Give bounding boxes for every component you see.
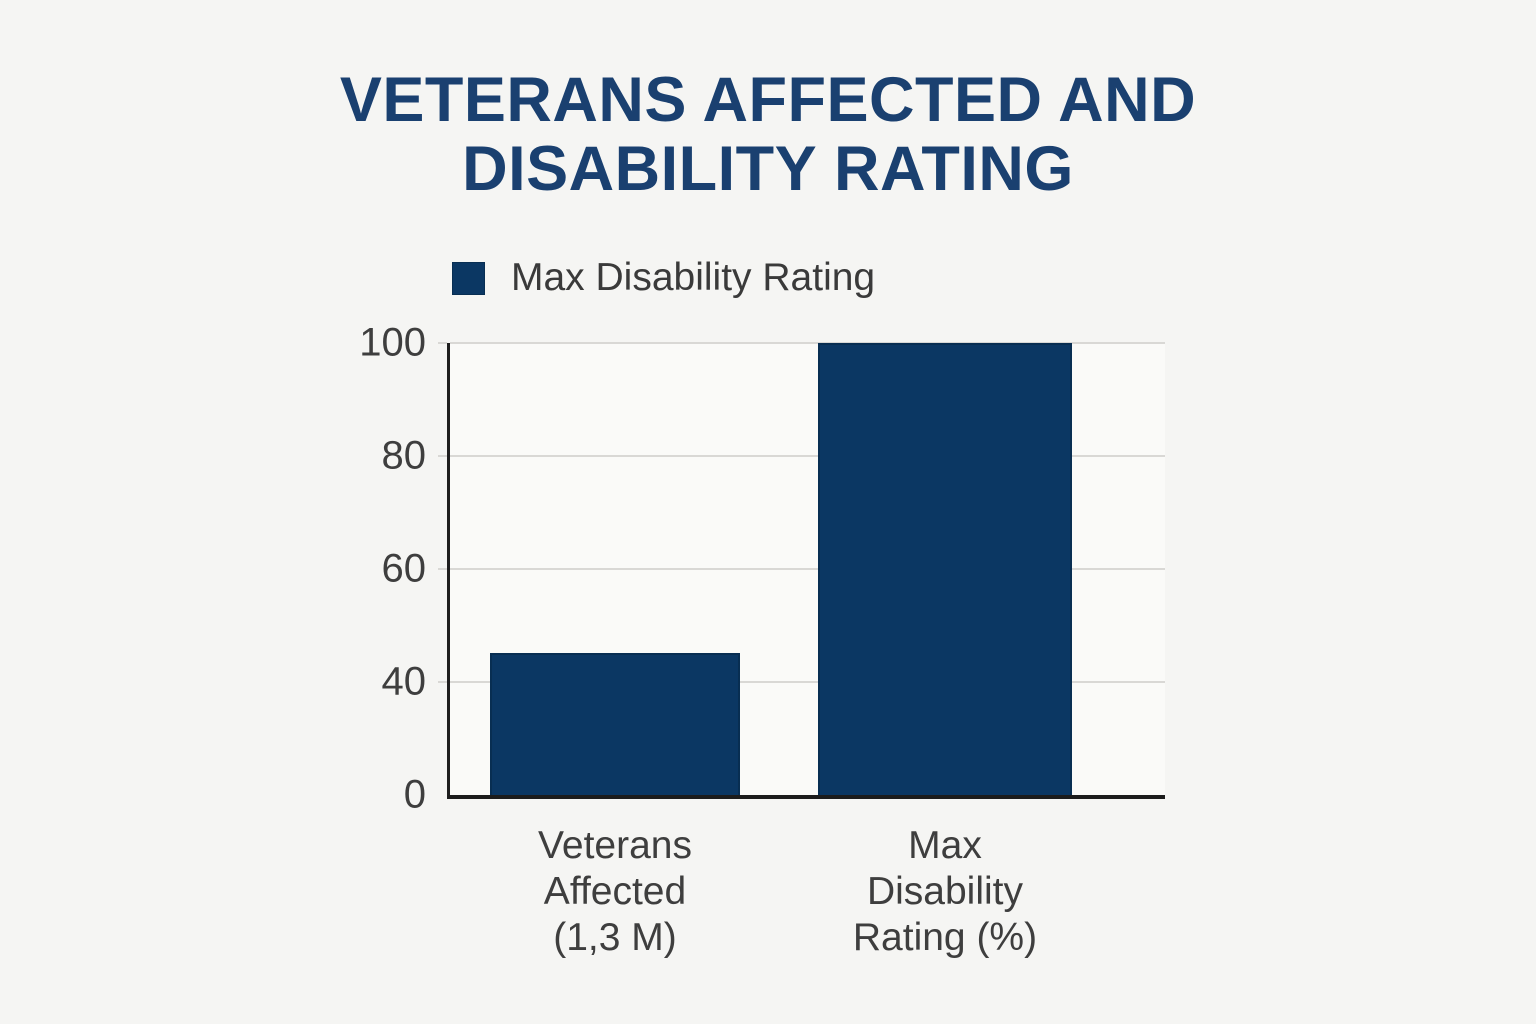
legend-swatch-icon — [452, 261, 485, 295]
y-axis-tick — [438, 681, 447, 683]
legend-label: Max Disability Rating — [511, 256, 876, 299]
y-tick-label: 100 — [359, 320, 426, 365]
gridline — [450, 681, 1165, 683]
gridline — [450, 568, 1165, 570]
plot-area: 100 80 60 40 0 Veterans Affected (1,3 M) Max D… — [359, 321, 1165, 959]
chart-title-line1: VETERANS AFFECTED AND — [339, 65, 1197, 135]
chart-title-line2: DISABILITY RATING — [462, 134, 1074, 205]
bar — [490, 653, 740, 795]
bar — [818, 343, 1072, 795]
y-tick-label: 80 — [381, 433, 427, 478]
y-axis-tick — [438, 455, 447, 457]
y-axis-tick — [438, 342, 447, 344]
gridline — [450, 342, 1165, 344]
gridline — [450, 455, 1165, 457]
y-axis-tick — [438, 568, 447, 570]
legend: Max Disability Rating — [452, 256, 875, 300]
chart-title: VETERANS AFFECTED AND DISABILITY RATING — [0, 65, 1536, 205]
x-category-label: Max Disability Rating (%) — [852, 824, 1038, 959]
y-tick-label: 60 — [381, 546, 427, 591]
x-category-label: Veterans Affected (1,3 M) — [538, 824, 692, 959]
y-tick-label: 0 — [403, 772, 426, 817]
y-tick-label: 40 — [381, 659, 427, 704]
